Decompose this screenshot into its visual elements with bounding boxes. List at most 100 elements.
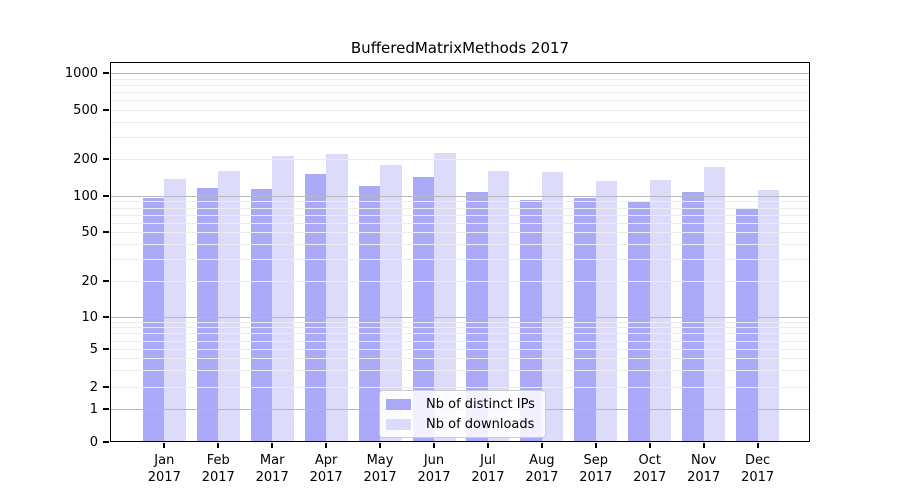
y-tick-label: 5 [89, 341, 98, 357]
x-tick-label: Jun 2017 [417, 453, 451, 485]
bar-downloads-oct [649, 179, 672, 442]
minor-gridline [110, 327, 810, 329]
x-tick-label: Dec 2017 [741, 453, 775, 485]
bar-ips-jan [142, 198, 165, 442]
bar-downloads-jan [164, 179, 186, 442]
x-tick-label: Apr 2017 [309, 453, 343, 485]
y-tick-mark [103, 348, 109, 350]
y-tick-mark [103, 441, 109, 443]
x-tick-mark [756, 443, 759, 448]
bar-ips-dec [736, 207, 758, 442]
y-tick-mark [103, 386, 109, 388]
major-gridline [110, 73, 810, 74]
bar-downloads-may [380, 164, 402, 442]
x-tick-mark [163, 443, 166, 448]
x-tick-mark [486, 443, 489, 448]
x-tick-mark [433, 443, 435, 448]
y-tick-label: 1000 [64, 65, 98, 81]
minor-gridline [110, 259, 810, 261]
bar-downloads-aug [541, 171, 564, 442]
bar-downloads-nov [703, 166, 726, 442]
y-tick-mark [103, 316, 109, 318]
y-tick-label: 100 [73, 188, 98, 204]
y-tick-label: 10 [81, 309, 98, 325]
legend-swatch-downloads [386, 418, 411, 430]
x-tick-mark [540, 443, 543, 448]
x-tick-label: Sep 2017 [579, 453, 613, 485]
bar-downloads-dec [757, 189, 780, 442]
minor-gridline [110, 78, 810, 80]
bar-downloads-jun [434, 153, 456, 442]
legend-item-distinct-ips: Nb of distinct IPs [386, 394, 539, 414]
minor-gridline [110, 281, 810, 282]
x-tick-label: Jan 2017 [147, 453, 181, 485]
bar-ips-mar [250, 188, 273, 442]
y-tick-mark [103, 280, 109, 282]
minor-gridline [110, 370, 810, 372]
bar-ips-nov [682, 191, 704, 442]
x-tick-label: Mar 2017 [255, 453, 289, 485]
bar-ips-jun [412, 176, 434, 442]
x-tick-mark [271, 443, 274, 448]
minor-gridline [110, 137, 810, 139]
minor-gridline [110, 387, 810, 388]
minor-gridline [110, 349, 810, 350]
legend-label-distinct-ips: Nb of distinct IPs [426, 396, 535, 412]
y-tick-label: 0 [89, 434, 98, 450]
bar-ips-apr [304, 174, 327, 442]
minor-gridline [110, 100, 810, 102]
bar-ips-feb [196, 187, 219, 442]
x-tick-label: Oct 2017 [633, 453, 667, 485]
minor-gridline [110, 110, 810, 111]
minor-gridline [110, 159, 810, 160]
x-tick-label: Jul 2017 [471, 453, 505, 485]
x-tick-label: Nov 2017 [687, 453, 721, 485]
chart-title: BufferedMatrixMethods 2017 [350, 39, 570, 57]
y-tick-mark [103, 408, 109, 410]
major-gridline [110, 317, 810, 318]
y-tick-mark [103, 195, 109, 197]
y-tick-mark [103, 231, 109, 233]
minor-gridline [110, 207, 810, 209]
bar-downloads-sep [595, 180, 618, 442]
bar-ips-may [358, 185, 381, 442]
y-tick-label: 20 [81, 273, 98, 289]
minor-gridline [110, 92, 810, 94]
bar-downloads-mar [272, 155, 294, 442]
minor-gridline [110, 340, 810, 342]
y-tick-label: 1 [89, 401, 98, 417]
minor-gridline [110, 321, 810, 323]
x-tick-mark [648, 443, 651, 448]
x-tick-label: Feb 2017 [201, 453, 235, 485]
legend-swatch-distinct-ips [386, 398, 411, 410]
x-tick-label: May 2017 [363, 453, 397, 485]
x-tick-label: Aug 2017 [525, 453, 559, 485]
minor-gridline [110, 121, 810, 123]
bar-downloads-jul [487, 170, 510, 442]
bar-downloads-feb [218, 170, 240, 442]
plot-area [110, 62, 810, 442]
y-tick-mark [103, 72, 109, 74]
legend: Nb of distinct IPs Nb of downloads [379, 390, 546, 438]
minor-gridline [110, 84, 810, 86]
minor-gridline [110, 333, 810, 335]
bar-ips-sep [574, 198, 596, 442]
x-tick-mark [325, 443, 328, 448]
y-tick-label: 2 [89, 379, 98, 395]
bar-ips-jul [466, 191, 488, 442]
major-gridline [110, 196, 810, 197]
x-tick-mark [217, 443, 220, 448]
minor-gridline [110, 214, 810, 216]
minor-gridline [110, 201, 810, 203]
minor-gridline [110, 222, 810, 224]
minor-gridline [110, 243, 810, 245]
y-tick-mark [103, 158, 109, 160]
x-tick-mark [594, 443, 597, 448]
y-tick-mark [103, 109, 109, 111]
minor-gridline [110, 232, 810, 233]
y-tick-label: 500 [73, 102, 98, 118]
bar-downloads-apr [326, 154, 348, 442]
y-tick-label: 50 [81, 224, 98, 240]
y-tick-label: 200 [73, 151, 98, 167]
